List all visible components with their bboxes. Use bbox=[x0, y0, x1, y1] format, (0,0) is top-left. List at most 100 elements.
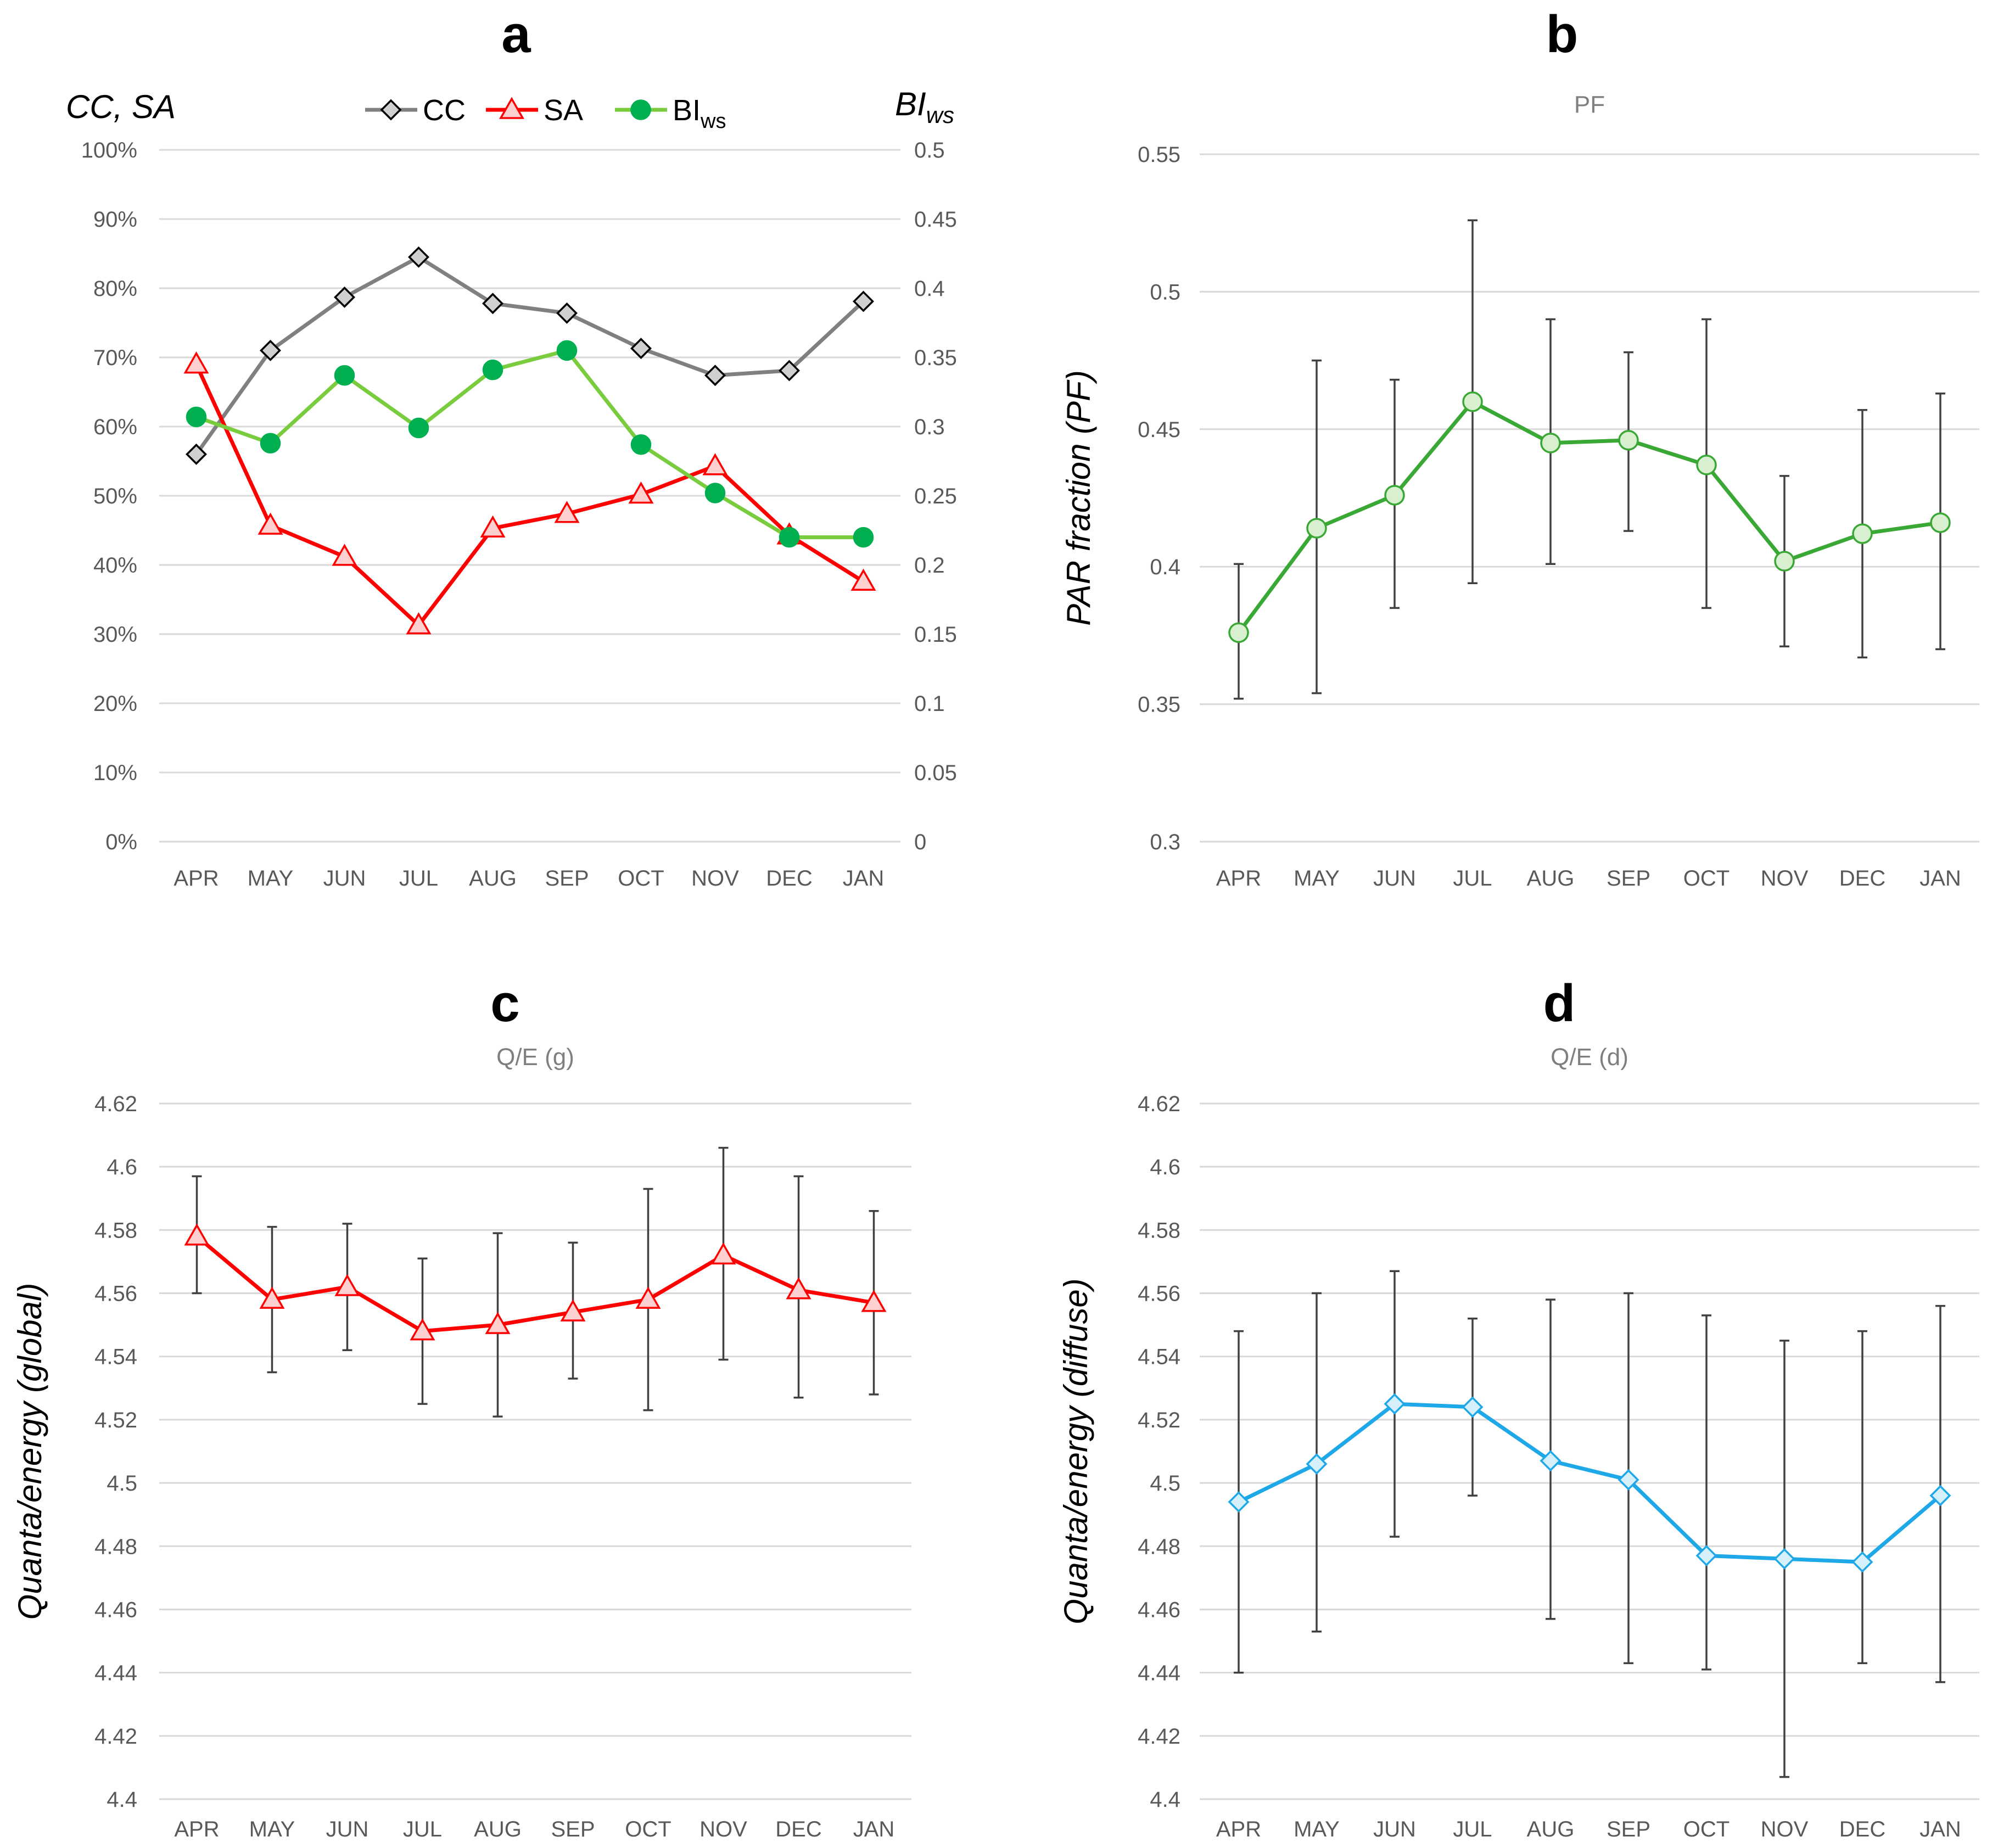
data-point bbox=[554, 501, 580, 523]
legend-label-main: CC bbox=[423, 94, 466, 127]
y-right-tick-label: 0 bbox=[914, 830, 926, 854]
data-point bbox=[628, 481, 654, 504]
data-point bbox=[258, 512, 283, 535]
x-tick-label: SEP bbox=[1607, 1817, 1650, 1841]
data-point bbox=[1851, 1551, 1873, 1573]
y-tick-label: 4.54 bbox=[94, 1345, 137, 1369]
panel-label: b bbox=[1546, 5, 1579, 64]
x-tick-label: DEC bbox=[1839, 1817, 1885, 1841]
data-point bbox=[1774, 551, 1795, 572]
data-point bbox=[1696, 455, 1717, 475]
y-tick-label: 20% bbox=[93, 692, 137, 716]
y-right-tick-label: 0.35 bbox=[914, 346, 957, 370]
y-tick-label: 0.5 bbox=[1150, 280, 1180, 304]
y-tick-label: 0.4 bbox=[1150, 555, 1180, 579]
y-tick-label: 4.4 bbox=[1150, 1788, 1180, 1812]
chart-panel-b: b PF 0.3 0.35 0.4 0.45 0.5 0.55 APR MAY JUN JUL AUG S… bbox=[1060, 5, 1979, 891]
y-tick-label: 100% bbox=[81, 138, 137, 163]
y-tick-label: 60% bbox=[93, 415, 137, 439]
y-tick-label: 50% bbox=[93, 484, 137, 508]
data-point bbox=[1929, 1485, 1951, 1507]
data-point bbox=[482, 359, 503, 380]
y-axis-label: Quanta/energy (diffuse) bbox=[1057, 1278, 1094, 1624]
x-tick-label: AUG bbox=[474, 1817, 522, 1841]
x-tick-label: OCT bbox=[1683, 1817, 1730, 1841]
data-point bbox=[779, 527, 800, 548]
y-tick-label: 4.44 bbox=[1138, 1661, 1180, 1685]
data-point bbox=[704, 365, 726, 387]
data-point bbox=[186, 406, 207, 428]
data-point bbox=[635, 1286, 661, 1309]
y-right-tick-label: 0.05 bbox=[914, 761, 957, 785]
legend-marker bbox=[499, 97, 525, 119]
series-line bbox=[194, 363, 865, 628]
data-point bbox=[630, 434, 652, 455]
y-tick-label: 4.46 bbox=[1138, 1598, 1180, 1622]
x-tick-label: APR bbox=[1216, 866, 1261, 891]
y-right-tick-label: 0.45 bbox=[914, 208, 957, 232]
y-right-tick-label: 0.15 bbox=[914, 623, 957, 647]
x-tick-label: DEC bbox=[1839, 866, 1885, 891]
x-tick-label: AUG bbox=[1527, 866, 1575, 891]
data-point bbox=[1306, 1453, 1328, 1475]
y-tick-label: 4.52 bbox=[1138, 1408, 1180, 1432]
data-point bbox=[186, 443, 207, 465]
series-line bbox=[195, 348, 864, 540]
x-tick-label: JUL bbox=[399, 866, 438, 891]
y-tick-label: 4.52 bbox=[94, 1408, 137, 1432]
y-tick-label: 4.5 bbox=[1150, 1471, 1180, 1496]
chart-panel-c: c Q/E (g) 4.4 4.42 4.44 4.46 4.48 4.5 4.52 4.54 4.… bbox=[12, 974, 911, 1841]
data-point bbox=[334, 286, 355, 308]
data-point bbox=[1228, 622, 1249, 643]
y-axis-label-right-sub: ws bbox=[926, 102, 954, 128]
x-tick-label: APR bbox=[174, 866, 219, 891]
data-point bbox=[1384, 1393, 1406, 1415]
chart-panel-a: a 0% 10% 20% 30% 40% 50% 60% 70% 80% 90% 100% 0 0.05 0… bbox=[66, 5, 957, 891]
series-line bbox=[1238, 1402, 1942, 1564]
data-point bbox=[1540, 1450, 1562, 1472]
data-point bbox=[1773, 1548, 1795, 1570]
series-bi-ws bbox=[186, 340, 874, 548]
data-point bbox=[853, 527, 874, 548]
data-point bbox=[786, 1277, 811, 1300]
x-tick-label: NOV bbox=[1761, 866, 1809, 891]
y-tick-label: 0.3 bbox=[1150, 830, 1180, 854]
x-tick-label: OCT bbox=[618, 866, 664, 891]
x-tick-label: MAY bbox=[1294, 866, 1340, 891]
x-tick-label: SEP bbox=[545, 866, 589, 891]
x-tick-label: JAN bbox=[1919, 1817, 1961, 1841]
data-point bbox=[1618, 430, 1639, 451]
legend-label-sub: ws bbox=[700, 110, 726, 133]
y-tick-label: 4.56 bbox=[1138, 1282, 1180, 1306]
series-pf bbox=[1228, 219, 1951, 700]
y-tick-label: 30% bbox=[93, 623, 137, 647]
data-point bbox=[1462, 1396, 1484, 1418]
legend-label-main: SA bbox=[544, 94, 583, 127]
series-q-e-d- bbox=[1228, 1270, 1951, 1778]
chart-title: Q/E (g) bbox=[496, 1044, 574, 1071]
y-axis-label-right-main: BI bbox=[895, 86, 926, 122]
y-tick-label: 4.56 bbox=[94, 1282, 137, 1306]
data-point bbox=[410, 1318, 435, 1341]
y-tick-label: 4.58 bbox=[94, 1218, 137, 1242]
legend-marker bbox=[380, 99, 402, 121]
data-point bbox=[1852, 523, 1873, 544]
x-tick-label: JUN bbox=[1373, 866, 1416, 891]
y-tick-label: 4.42 bbox=[1138, 1724, 1180, 1749]
data-point bbox=[702, 453, 728, 475]
data-point bbox=[630, 338, 652, 360]
x-tick-label: DEC bbox=[775, 1817, 821, 1841]
y-tick-label: 0.45 bbox=[1138, 418, 1180, 442]
panel-label: d bbox=[1543, 974, 1576, 1033]
data-point bbox=[334, 365, 355, 386]
series-cc bbox=[186, 246, 874, 465]
x-tick-label: MAY bbox=[1294, 1817, 1340, 1841]
x-tick-label: JAN bbox=[1919, 866, 1961, 891]
y-tick-label: 4.48 bbox=[1138, 1535, 1180, 1559]
panel-label: c bbox=[490, 974, 519, 1033]
series-q-e-g- bbox=[184, 1146, 887, 1418]
chart-title: Q/E (d) bbox=[1551, 1044, 1628, 1071]
chart-title: PF bbox=[1574, 91, 1605, 118]
data-point bbox=[704, 483, 726, 503]
x-tick-label: MAY bbox=[248, 866, 294, 891]
